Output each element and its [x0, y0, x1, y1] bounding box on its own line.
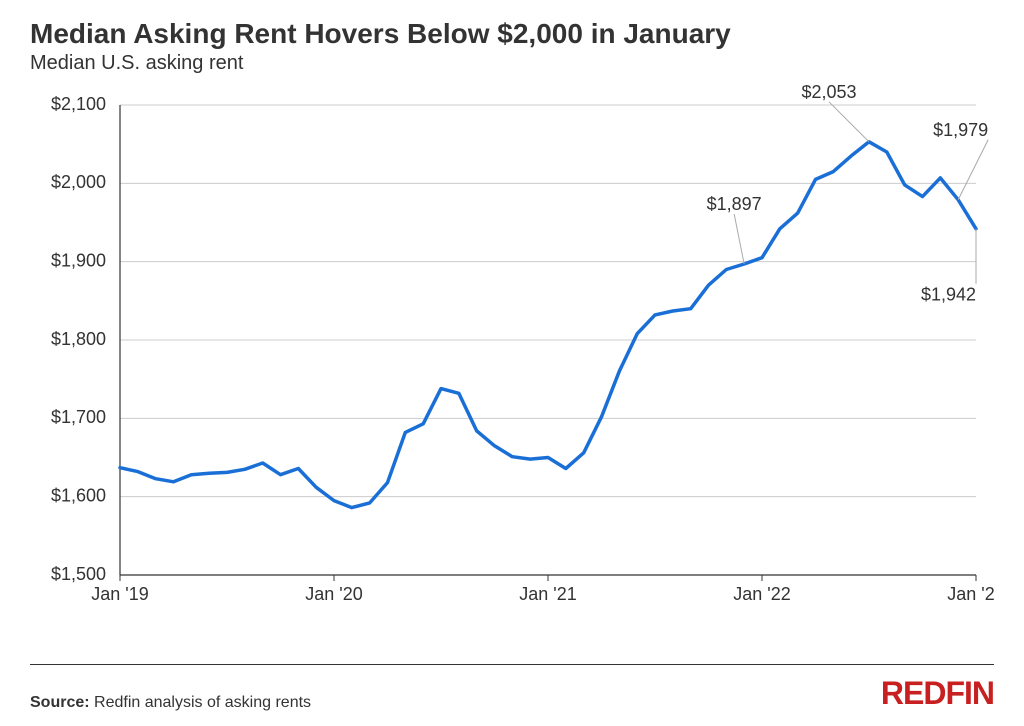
- x-axis-label: Jan '20: [305, 584, 362, 604]
- source-text: Redfin analysis of asking rents: [94, 694, 311, 711]
- annotation-label: $1,897: [707, 194, 762, 214]
- y-axis-label: $1,700: [51, 407, 106, 427]
- x-axis-label: Jan '19: [91, 584, 148, 604]
- annotation-leader: [958, 140, 988, 200]
- source-label: Source:: [30, 694, 90, 711]
- redfin-logo: Redfin: [881, 675, 994, 712]
- x-axis-label: Jan '23: [947, 584, 994, 604]
- y-axis-label: $1,900: [51, 250, 106, 270]
- y-axis-label: $2,000: [51, 172, 106, 192]
- chart-footer: Source: Redfin analysis of asking rents …: [30, 664, 994, 712]
- annotation-leader: [829, 102, 869, 142]
- x-axis-label: Jan '22: [733, 584, 790, 604]
- annotation-label: $1,979: [933, 120, 988, 140]
- annotation-label: $1,942: [921, 285, 976, 305]
- chart-container: Median Asking Rent Hovers Below $2,000 i…: [0, 0, 1024, 726]
- y-axis-label: $2,100: [51, 94, 106, 114]
- source-line: Source: Redfin analysis of asking rents: [30, 694, 311, 712]
- data-line: [120, 142, 976, 508]
- chart-subtitle: Median U.S. asking rent: [30, 52, 994, 75]
- chart-title: Median Asking Rent Hovers Below $2,000 i…: [30, 18, 994, 50]
- annotation-label: $2,053: [801, 85, 856, 102]
- y-axis-label: $1,500: [51, 564, 106, 584]
- y-axis-label: $1,600: [51, 485, 106, 505]
- line-chart-svg: $1,500 $1,600 $1,700 $1,800 $1,900 $2,000 $2,1…: [30, 85, 994, 625]
- x-axis-label: Jan '21: [519, 584, 576, 604]
- y-axis-label: $1,800: [51, 329, 106, 349]
- annotation-leader: [734, 214, 744, 264]
- plot-area: $1,500 $1,600 $1,700 $1,800 $1,900 $2,000 $2,1…: [30, 85, 994, 625]
